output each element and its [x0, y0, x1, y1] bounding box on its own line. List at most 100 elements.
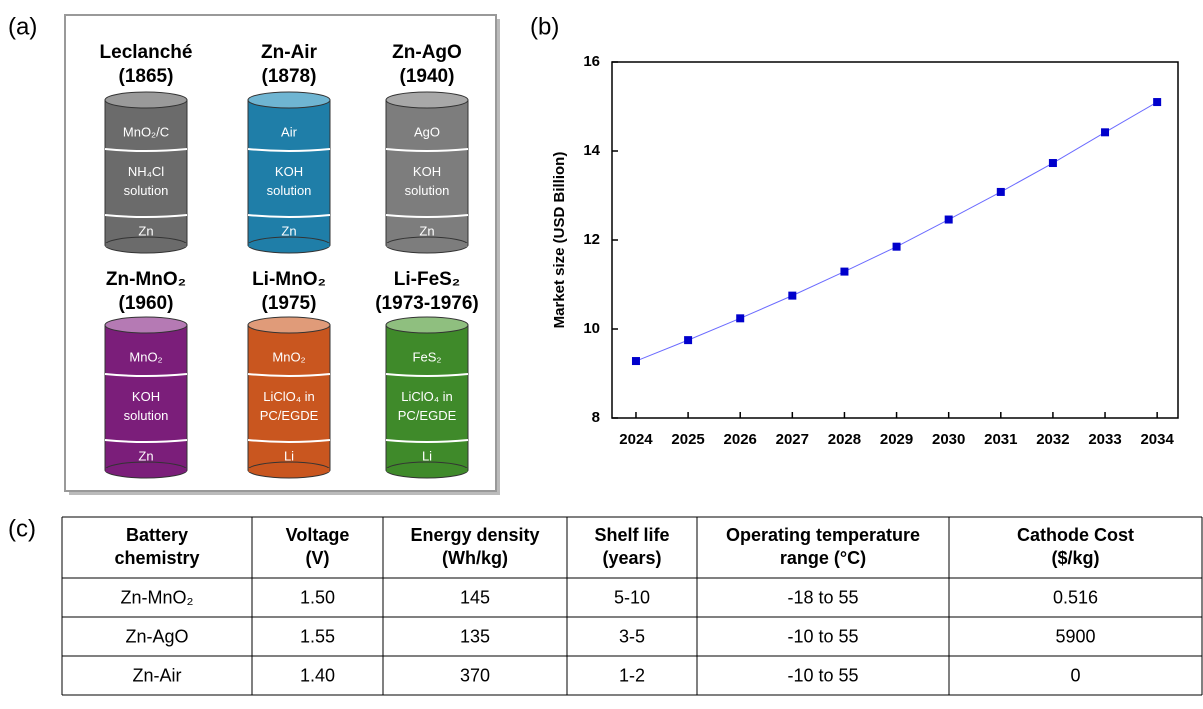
layer-label: solution [405, 183, 450, 198]
table-cell: 0 [1070, 665, 1080, 685]
cylinder-top [104, 91, 188, 109]
data-point [996, 187, 1005, 196]
data-point [1101, 128, 1110, 137]
layer-separator [385, 148, 469, 152]
table-cell: 370 [460, 665, 490, 685]
cylinder-cover [248, 243, 330, 247]
layer-separator [104, 439, 188, 443]
x-tick-label: 2034 [1140, 431, 1174, 448]
cell-name: Zn-AgO [392, 42, 462, 63]
data-point [1153, 98, 1162, 107]
y-tick-label: 16 [583, 53, 600, 70]
cell-name: Zn-MnO₂ [106, 269, 186, 290]
layer-label: solution [124, 408, 169, 423]
table-cell: Zn-Air [133, 665, 182, 685]
table-header: ($/kg) [1051, 548, 1099, 568]
cylinder-cover [248, 468, 330, 472]
cylinder-body [104, 324, 188, 471]
y-tick-label: 12 [583, 231, 600, 248]
layer-label: Zn [281, 223, 296, 238]
layer-separator [247, 439, 331, 443]
layer-label: MnO₂ [129, 349, 162, 364]
data-point [944, 215, 953, 224]
layer-separator [385, 373, 469, 377]
x-tick-label: 2027 [776, 431, 809, 448]
cell-year: (1960) [119, 293, 174, 314]
table-header: Shelf life [594, 525, 669, 545]
table-cell: 135 [460, 626, 490, 646]
layer-label: KOH [132, 389, 160, 404]
series-line [635, 101, 1158, 362]
table-cell: 5900 [1055, 626, 1095, 646]
layer-label: LiClO₄ in [401, 389, 453, 404]
data-point [840, 267, 849, 276]
cylinder-cover [386, 243, 468, 247]
layer-label: MnO₂ [272, 349, 305, 364]
layer-separator [247, 214, 331, 218]
layer-label: FeS₂ [413, 349, 442, 364]
cylinder-cover [386, 468, 468, 472]
x-tick-label: 2030 [932, 431, 965, 448]
table-cell: 1-2 [619, 665, 645, 685]
x-tick-label: 2024 [619, 431, 653, 448]
layer-label: Zn [138, 448, 153, 463]
data-point [631, 357, 640, 366]
cylinder-top [247, 316, 331, 334]
y-tick-label: 8 [592, 409, 600, 426]
table-cell: 3-5 [619, 626, 645, 646]
data-point [892, 242, 901, 251]
layer-label: solution [124, 183, 169, 198]
cell-year: (1975) [262, 293, 317, 314]
layer-separator [247, 373, 331, 377]
table-header: (V) [306, 548, 330, 568]
layer-label: LiClO₄ in [263, 389, 315, 404]
cell-name: Li-FeS₂ [394, 269, 461, 290]
cylinder-top [385, 316, 469, 334]
layer-label: Air [281, 124, 298, 139]
x-tick-label: 2028 [828, 431, 861, 448]
cylinder-top [385, 91, 469, 109]
table-header: (Wh/kg) [442, 548, 508, 568]
panel-label: (c) [8, 515, 36, 542]
table-header: (years) [602, 548, 661, 568]
x-tick-label: 2025 [671, 431, 704, 448]
cylinder-top [247, 91, 331, 109]
table-header: Cathode Cost [1017, 525, 1134, 545]
cylinder-body [385, 324, 469, 471]
layer-label: Li [422, 448, 432, 463]
layer-label: AgO [414, 124, 440, 139]
layer-separator [104, 214, 188, 218]
table-header: Battery [126, 525, 188, 545]
layer-separator [247, 148, 331, 152]
table-header: chemistry [114, 548, 199, 568]
cell-name: Li-MnO₂ [252, 269, 326, 290]
cell-year: (1878) [262, 66, 317, 87]
plot-frame [611, 61, 1179, 419]
layer-label: NH₄Cl [128, 164, 164, 179]
cell-name: Leclanché [100, 42, 193, 63]
layer-separator [385, 214, 469, 218]
cell-year: (1865) [119, 66, 174, 87]
cylinder-body [247, 324, 331, 471]
layer-label: Zn [419, 223, 434, 238]
table-cell: Zn-AgO [125, 626, 188, 646]
table-header: Operating temperature [726, 525, 920, 545]
cell-name: Zn-Air [261, 42, 318, 63]
panel-label: (b) [530, 13, 559, 40]
cylinder-cover [105, 243, 187, 247]
cell-year: (1973-1976) [375, 293, 479, 314]
table-cell: 1.50 [300, 587, 335, 607]
table-cell: -10 to 55 [787, 626, 858, 646]
x-tick-label: 2029 [880, 431, 913, 448]
cylinder-body [247, 99, 331, 246]
table-cell: 145 [460, 587, 490, 607]
layer-label: PC/EGDE [398, 408, 457, 423]
layer-separator [104, 148, 188, 152]
layer-separator [104, 373, 188, 377]
table-cell: Zn-MnO₂ [121, 587, 194, 607]
y-tick-label: 10 [583, 320, 600, 337]
layer-label: MnO₂/C [123, 124, 169, 139]
data-point [1048, 159, 1057, 168]
